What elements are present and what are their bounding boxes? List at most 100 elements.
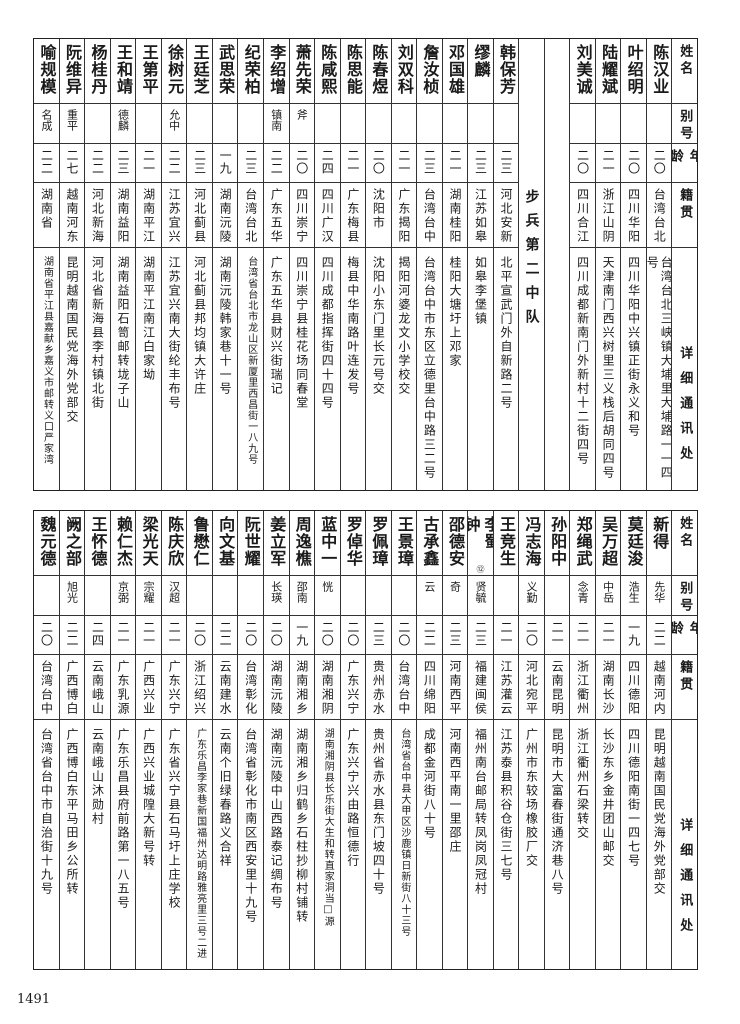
name-cell: 阙之部 xyxy=(59,511,85,576)
address: 云南峨山沐勋村 xyxy=(90,728,105,826)
age: 二二 xyxy=(652,621,667,647)
address-cell: 广西博白东平马田乡公所转 xyxy=(60,720,85,969)
age-cell: 二二 xyxy=(85,144,110,183)
native-place: 台湾台中 xyxy=(39,660,54,716)
age: 二三 xyxy=(116,149,131,175)
person-name: 阙之部 xyxy=(62,516,82,567)
native-place-cell: 台湾台北 xyxy=(238,183,263,248)
address: 广东乐昌县府前路第一八五号 xyxy=(116,728,131,910)
address: 广西兴业城隍大新号转 xyxy=(141,728,156,868)
native-place-cell: 广东兴宁 xyxy=(340,655,366,720)
person-name: 周逸樵 xyxy=(292,516,312,567)
native-place-cell: 湖南长沙 xyxy=(595,655,621,720)
section-column: 步兵第二中队 xyxy=(518,39,544,490)
address-cell: 江苏宜兴南大街纶丰布号 xyxy=(162,248,187,490)
age-cell: 二〇 xyxy=(238,616,263,655)
native-place: 广东兴宁 xyxy=(345,660,360,716)
native-place: 湖南平江 xyxy=(141,188,156,244)
person-column: 陆耀斌 二一 浙江山阴 天津南门西兴树里三义栈后胡同四号 xyxy=(594,39,621,490)
person-column: 吴万超 中岳 二一 湖南长沙 长沙东乡金井团山邮交 xyxy=(594,511,621,969)
age-cell: 二三 xyxy=(366,616,391,655)
person-column: 王第平 二一 湖南平江 湖南平江南江白家坳 xyxy=(135,39,161,490)
address: 浙江衢州石梁转交 xyxy=(575,728,590,840)
alias: 镇南 xyxy=(269,109,283,131)
age-cell: 二〇 xyxy=(263,616,289,655)
name-cell: 邵德安 xyxy=(442,511,468,576)
age-cell: 二一 xyxy=(136,144,161,183)
native-place-cell: 台湾台中 xyxy=(34,655,59,720)
native-place-cell: 浙江衢州 xyxy=(570,655,595,720)
alias-cell: 宗耀 xyxy=(136,576,161,616)
age: 二〇 xyxy=(371,149,386,175)
native-place-cell: 四川崇宁 xyxy=(289,183,315,248)
person-column: 李绍增 镇南 二二 广东五华 广东五华县财兴街瑞记 xyxy=(262,39,289,490)
age-cell: 二一 xyxy=(595,144,621,183)
native-place-cell: 云南峨山 xyxy=(85,655,110,720)
age-cell: 二三 xyxy=(238,144,263,183)
native-place-cell: 四川合江 xyxy=(570,183,595,248)
alias-cell xyxy=(238,576,263,616)
native-place-cell: 广西兴业 xyxy=(136,655,161,720)
person-name: 李绍增 xyxy=(267,44,287,95)
native-place: 广东乳源 xyxy=(116,660,131,716)
address-cell: 四川成都指挥街四十四号 xyxy=(315,248,340,490)
age: 二三 xyxy=(499,149,514,175)
address-cell: 台湾省台北市龙山区新厦里西昌街一八九号 xyxy=(238,248,263,490)
native-place-cell: 广东乳源 xyxy=(110,655,136,720)
address: 如皋李堡镇 xyxy=(473,256,488,326)
person-name: 詹汝桢 xyxy=(420,44,440,95)
person-name: 徐树元 xyxy=(165,44,185,95)
age: 二〇 xyxy=(345,621,360,647)
address-cell: 四川崇宁县桂花场同春堂 xyxy=(290,248,315,490)
age-cell: 二一 xyxy=(340,144,366,183)
person-name: 王竞生 xyxy=(497,516,517,567)
address: 湖南平江南江白家坳 xyxy=(141,256,156,382)
alias-cell xyxy=(85,576,110,616)
name-cell: 纪荣柏 xyxy=(238,39,263,104)
address-cell: 河北省新海县李村镇北街 xyxy=(85,248,110,490)
address-cell: 河南西平南一里邵庄 xyxy=(443,720,468,969)
person-name: 邵德安 xyxy=(445,516,465,567)
alias: 义勤 xyxy=(525,581,539,603)
native-place-cell: 浙江山阴 xyxy=(595,183,621,248)
age: 一九 xyxy=(626,621,641,647)
native-place-cell: 湖南平江 xyxy=(136,183,161,248)
address-cell: 湖南省平江县嘉献乡嘉义市邮转义口严家湾 xyxy=(34,248,59,490)
native-place: 四川崇宁 xyxy=(294,188,309,244)
name-cell: 缪麟 xyxy=(468,39,493,104)
person-column: 萧先荣斧二〇 四川崇宁 四川崇宁县桂花场同春堂 xyxy=(288,39,315,490)
name-cell: 王廷芝 xyxy=(187,39,212,104)
native-place: 云南建水 xyxy=(218,660,233,716)
age-cell: 二二 xyxy=(646,616,672,655)
person-column: 古承鑫云二二 四川绵阳 成都金河街八十号 xyxy=(416,511,442,969)
address: 河北蓟县邦均镇大许庄 xyxy=(192,256,207,396)
alias-cell: 贤毓 xyxy=(468,576,493,616)
address: 广东五华县财兴街瑞记 xyxy=(269,256,284,396)
person-name: 赖仁杰 xyxy=(114,516,134,567)
age: 二〇 xyxy=(294,149,309,175)
age: 二〇 xyxy=(396,621,411,647)
age: 二四 xyxy=(320,149,335,175)
address-cell: 贵州省赤水县东门坡四十号 xyxy=(366,720,391,969)
native-place-cell: 河北蓟县 xyxy=(187,183,212,248)
native-place: 湖南沅陵 xyxy=(218,188,233,244)
header-column: 姓名 别号 年龄 籍贯 详细通讯处 xyxy=(671,511,697,969)
alias-cell xyxy=(187,576,212,616)
person-name: 吴万超 xyxy=(599,516,619,567)
address-cell: 揭阳河婆龙文小学校交 xyxy=(392,248,417,490)
alias: 云 xyxy=(422,581,436,592)
name-cell: 王怀德 xyxy=(85,511,110,576)
address: 湖南益阳石笥邮转垅子山 xyxy=(116,256,131,410)
address: 云南个旧绿春路义合祥 xyxy=(218,728,233,868)
person-name: 王怀德 xyxy=(88,516,108,567)
alias-cell: 名成 xyxy=(34,104,59,144)
native-place-cell: 湖南益阳 xyxy=(110,183,136,248)
header-name: 姓名 xyxy=(677,516,693,550)
name-cell: 王和靖 xyxy=(110,39,136,104)
person-column: 郑绳武 念青 二一 浙江衢州 浙江衢州石梁转交 xyxy=(569,511,595,969)
native-place: 广东兴宁 xyxy=(167,660,182,716)
address: 四川华阳中兴镇正街永义和号 xyxy=(626,256,641,438)
address: 湖南沅陵韩家巷十一号 xyxy=(218,256,233,396)
native-place: 越南河东 xyxy=(64,188,79,244)
age-cell: 一九 xyxy=(212,144,238,183)
